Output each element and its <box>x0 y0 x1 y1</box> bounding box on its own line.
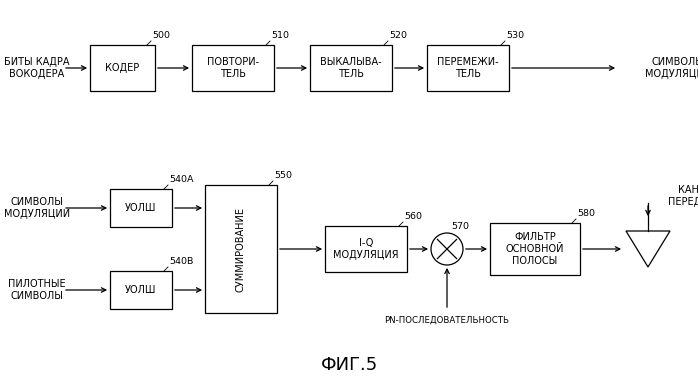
Text: I-Q
МОДУЛЯЦИЯ: I-Q МОДУЛЯЦИЯ <box>333 238 399 260</box>
Text: 540A: 540A <box>169 175 193 184</box>
Bar <box>90 45 155 91</box>
Text: PN-ПОСЛЕДОВАТЕЛЬНОСТЬ: PN-ПОСЛЕДОВАТЕЛЬНОСТЬ <box>385 316 510 325</box>
Bar <box>205 185 277 313</box>
Text: 570: 570 <box>451 222 469 231</box>
Bar <box>110 271 172 309</box>
Text: 560: 560 <box>404 212 422 221</box>
Text: 530: 530 <box>506 31 524 40</box>
Text: СИМВОЛЫ
МОДУЛЯЦИИ: СИМВОЛЫ МОДУЛЯЦИИ <box>4 197 70 219</box>
Bar <box>192 45 274 91</box>
Text: ПОВТОРИ-
ТЕЛЬ: ПОВТОРИ- ТЕЛЬ <box>207 57 259 79</box>
Bar <box>310 45 392 91</box>
Text: ВЫКАЛЫВА-
ТЕЛЬ: ВЫКАЛЫВА- ТЕЛЬ <box>320 57 382 79</box>
Text: ПИЛОТНЫЕ
СИМВОЛЫ: ПИЛОТНЫЕ СИМВОЛЫ <box>8 279 66 301</box>
Text: ПЕРЕМЕЖИ-
ТЕЛЬ: ПЕРЕМЕЖИ- ТЕЛЬ <box>437 57 499 79</box>
Bar <box>490 223 580 275</box>
Text: КОДЕР: КОДЕР <box>105 63 140 73</box>
Text: УОЛШ: УОЛШ <box>126 285 156 295</box>
Text: 550: 550 <box>274 171 292 180</box>
Text: 500: 500 <box>152 31 170 40</box>
Text: 580: 580 <box>577 209 595 218</box>
Text: БИТЫ КАДРА
ВОКОДЕРА: БИТЫ КАДРА ВОКОДЕРА <box>4 57 70 79</box>
Text: ФИГ.5: ФИГ.5 <box>320 356 378 374</box>
Bar <box>427 45 509 91</box>
Text: УОЛШ: УОЛШ <box>126 203 156 213</box>
Text: 540B: 540B <box>169 257 193 266</box>
Text: СИМВОЛЫ
МОДУЛЯЦИИ: СИМВОЛЫ МОДУЛЯЦИИ <box>645 57 698 79</box>
Text: ФИЛЬТР
ОСНОВНОЙ
ПОЛОСЫ: ФИЛЬТР ОСНОВНОЙ ПОЛОСЫ <box>506 232 564 266</box>
Bar <box>325 226 407 272</box>
Text: 520: 520 <box>389 31 407 40</box>
Text: СУММИРОВАНИЕ: СУММИРОВАНИЕ <box>236 207 246 291</box>
Text: 510: 510 <box>271 31 289 40</box>
Bar <box>110 189 172 227</box>
Text: КАНАЛ
ПЕРЕДАЧИ: КАНАЛ ПЕРЕДАЧИ <box>668 185 698 207</box>
